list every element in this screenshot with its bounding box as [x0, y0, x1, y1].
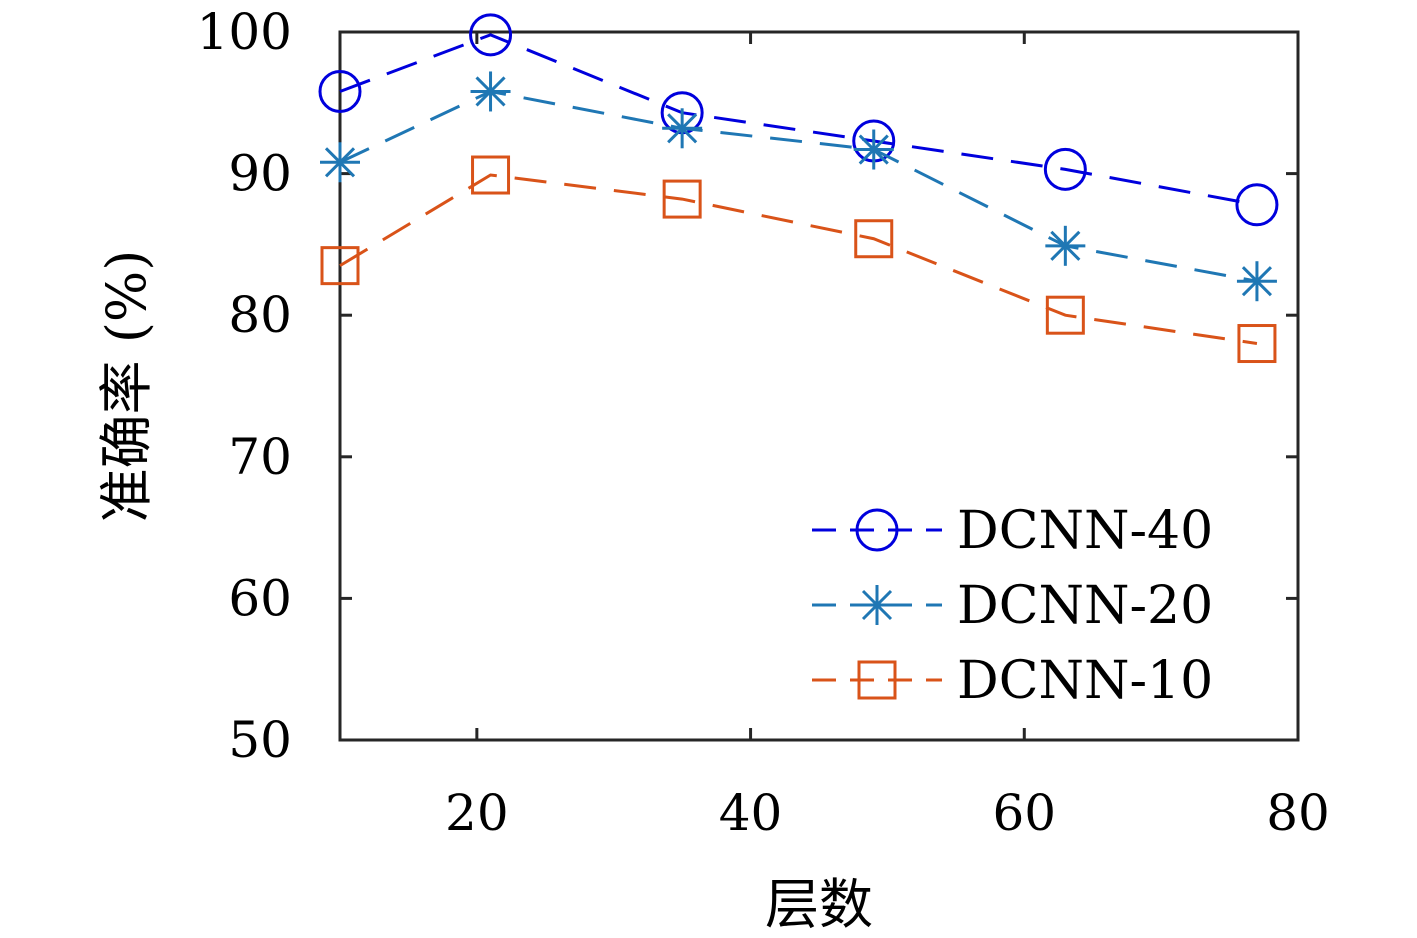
data-point-dcnn-20 — [1236, 261, 1277, 302]
data-point-dcnn-20 — [470, 71, 511, 112]
y-tick-label: 80 — [228, 286, 292, 344]
data-point-dcnn-10 — [471, 155, 511, 195]
data-point-dcnn-40 — [1043, 147, 1087, 191]
data-point-dcnn-10 — [1237, 324, 1277, 364]
series-line-dcnn-10 — [339, 173, 1258, 346]
data-point-dcnn-20 — [662, 108, 703, 149]
x-axis-title: 层数 — [765, 873, 873, 936]
legend-marker — [857, 585, 897, 625]
y-axis-title: 准确率 (%) — [95, 250, 158, 523]
legend-marker — [857, 660, 897, 700]
data-point-dcnn-40 — [1235, 183, 1279, 227]
series-line-dcnn-40 — [339, 33, 1258, 207]
x-tick-label: 60 — [992, 784, 1056, 842]
data-point-dcnn-40 — [469, 13, 513, 57]
legend: DCNN-40 DCNN-20 DCNN-10 — [812, 501, 1213, 711]
y-tick-label: 50 — [228, 711, 292, 769]
data-point-dcnn-10 — [662, 179, 702, 219]
y-tick-label: 70 — [228, 428, 292, 486]
y-tick-label: 90 — [228, 145, 292, 203]
data-point-dcnn-20 — [320, 142, 360, 183]
legend-marker — [855, 508, 899, 552]
x-tick-label: 20 — [445, 784, 509, 842]
legend-label: DCNN-40 — [957, 501, 1213, 561]
data-point-dcnn-10 — [854, 219, 894, 259]
x-tick-label: 40 — [719, 784, 783, 842]
x-axis: 20 40 60 80 — [445, 32, 1330, 842]
legend-item-dcnn-20: DCNN-20 — [812, 576, 1213, 636]
y-axis: 50 60 70 80 90 100 — [197, 3, 1298, 769]
data-point-dcnn-20 — [853, 129, 894, 170]
plot-area — [338, 30, 1300, 742]
series-line-dcnn-20 — [339, 89, 1258, 283]
legend-item-dcnn-40: DCNN-40 — [812, 501, 1213, 561]
series-dcnn-10 — [320, 155, 1277, 364]
x-tick-label: 80 — [1266, 784, 1330, 842]
y-tick-label: 60 — [228, 569, 292, 627]
series-layer — [318, 13, 1279, 364]
legend-label: DCNN-10 — [957, 651, 1213, 711]
data-point-dcnn-40 — [318, 69, 362, 113]
data-point-dcnn-10 — [1045, 295, 1085, 335]
legend-label: DCNN-20 — [957, 576, 1213, 636]
y-tick-label: 100 — [197, 3, 292, 61]
data-point-dcnn-20 — [1045, 225, 1086, 266]
series-dcnn-20 — [320, 71, 1277, 302]
data-point-dcnn-10 — [320, 246, 360, 286]
legend-item-dcnn-10: DCNN-10 — [812, 651, 1213, 711]
